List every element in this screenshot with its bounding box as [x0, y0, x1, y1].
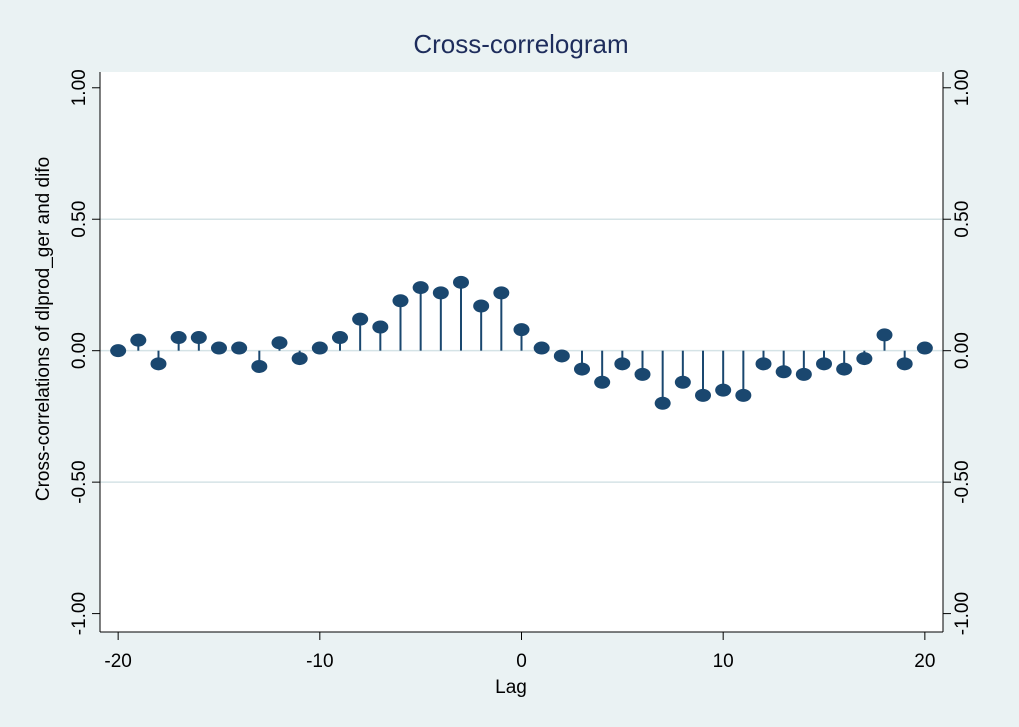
marker — [533, 341, 550, 355]
marker — [513, 323, 530, 337]
x-tick-label: 0 — [516, 651, 527, 672]
marker — [654, 396, 671, 410]
marker — [755, 357, 772, 371]
marker — [190, 331, 207, 345]
y-tick-label: 0.50 — [69, 201, 90, 238]
marker — [170, 331, 187, 345]
marker — [594, 375, 611, 389]
marker — [412, 281, 429, 295]
marker — [493, 286, 510, 300]
x-tick-label: 20 — [914, 651, 935, 672]
y2-tick-label: 1.00 — [952, 69, 973, 106]
y2-tick-label: -1.00 — [952, 592, 973, 635]
x-axis-title: Lag — [495, 677, 527, 698]
marker — [715, 383, 732, 397]
marker — [473, 299, 490, 313]
y2-tick-label: 0.00 — [952, 332, 973, 369]
marker — [553, 349, 570, 363]
marker — [372, 320, 389, 334]
marker — [775, 365, 792, 379]
marker — [816, 357, 833, 371]
y2-tick-label: 0.50 — [952, 201, 973, 238]
y-tick-label: -1.00 — [69, 592, 90, 635]
y-tick-label: 0.00 — [69, 332, 90, 369]
marker — [916, 341, 933, 355]
marker — [574, 362, 591, 376]
marker — [856, 352, 873, 366]
x-tick-label: -10 — [306, 651, 333, 672]
marker — [634, 367, 651, 381]
x-tick-label: -20 — [104, 651, 131, 672]
marker — [271, 336, 288, 350]
marker — [210, 341, 227, 355]
marker — [876, 328, 893, 342]
marker — [251, 359, 268, 373]
y-tick-label: 1.00 — [69, 69, 90, 106]
marker — [896, 357, 913, 371]
y-tick-label: -0.50 — [69, 460, 90, 503]
marker — [674, 375, 691, 389]
marker — [291, 352, 308, 366]
marker — [695, 388, 712, 402]
y2-tick-label: -0.50 — [952, 460, 973, 503]
marker — [452, 275, 469, 289]
marker — [735, 388, 752, 402]
marker — [614, 357, 631, 371]
marker — [795, 367, 812, 381]
marker — [311, 341, 328, 355]
marker — [352, 312, 369, 326]
plot-area — [100, 72, 943, 632]
marker — [432, 286, 449, 300]
marker — [392, 294, 409, 308]
marker — [836, 362, 853, 376]
marker — [150, 357, 167, 371]
marker — [331, 331, 348, 345]
y-axis-title: Cross-correlations of dlprod_ger and dif… — [33, 157, 54, 501]
marker — [231, 341, 248, 355]
x-tick-label: 10 — [713, 651, 734, 672]
marker — [110, 344, 127, 358]
marker — [130, 333, 147, 347]
chart-title: Cross-correlogram — [413, 29, 628, 59]
